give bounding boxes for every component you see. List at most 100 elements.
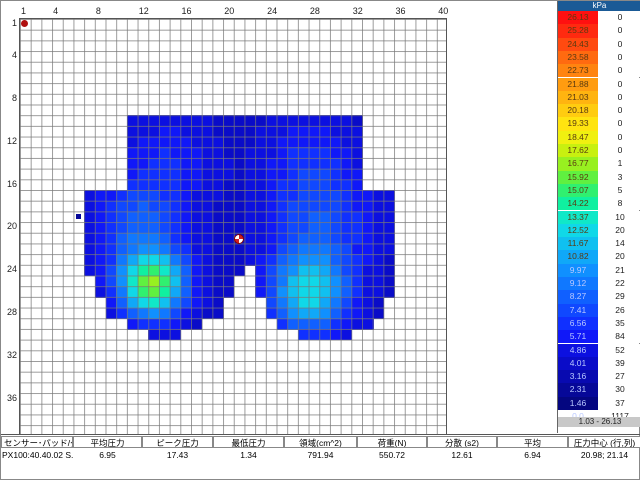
table-cell: 550.72 xyxy=(379,450,405,460)
legend-count: 8 xyxy=(598,197,640,211)
legend-value: 11.67 xyxy=(558,237,598,251)
column-header[interactable]: 平均圧力 xyxy=(73,436,142,448)
legend-row: 4.86 52 xyxy=(558,343,640,357)
legend-value: 4.86 xyxy=(558,343,598,357)
legend-row: 23.58 0 xyxy=(558,50,640,65)
legend-row: 7.41 26 xyxy=(558,303,640,317)
column-header[interactable]: センサー･パッド/グル... xyxy=(1,436,73,448)
legend-count: 29 xyxy=(598,290,640,304)
legend-count: 0 xyxy=(598,64,640,78)
legend-count: 84 xyxy=(598,330,640,344)
legend-value: 1.46 xyxy=(558,396,598,410)
legend-count: 30 xyxy=(598,383,640,397)
legend-count: 0 xyxy=(598,50,640,65)
legend-value: 15.92 xyxy=(558,170,598,184)
center-of-pressure-marker[interactable] xyxy=(234,234,244,244)
legend-count: 20 xyxy=(598,250,640,264)
x-axis-label: 40 xyxy=(438,6,449,16)
pressure-grid[interactable] xyxy=(19,18,447,435)
legend-unit: kPa xyxy=(558,1,640,11)
legend-count: 5 xyxy=(598,183,640,198)
legend-row: 4.01 39 xyxy=(558,356,640,371)
legend-row: 19.33 0 xyxy=(558,117,640,131)
legend-count: 0 xyxy=(598,37,640,51)
legend-value: 18.47 xyxy=(558,130,598,144)
legend-value: 22.73 xyxy=(558,64,598,78)
column-header[interactable]: 領域(cm^2) xyxy=(284,436,357,448)
table-cell: 791.94 xyxy=(307,450,334,460)
legend-row: 24.43 0 xyxy=(558,37,640,51)
column-header[interactable]: ピーク圧力 xyxy=(142,436,213,448)
legend-value: 8.27 xyxy=(558,290,598,304)
y-axis-label: 32 xyxy=(6,349,17,360)
legend-value: 9.12 xyxy=(558,277,598,291)
x-axis-label: 32 xyxy=(352,6,363,16)
legend-count: 0 xyxy=(598,11,640,25)
legend-value: 16.77 xyxy=(558,157,598,171)
table-cell: 1.34 xyxy=(240,450,257,460)
y-axis-label: 20 xyxy=(6,221,17,232)
legend-row: 26.13 0 xyxy=(558,11,640,25)
column-header[interactable]: 圧力中心 (行,列) xyxy=(568,436,640,448)
legend-value: 7.41 xyxy=(558,303,598,317)
table-cell: 6.94 xyxy=(524,450,541,460)
legend-row: 11.67 14 xyxy=(558,237,640,251)
legend-row: 2.31 30 xyxy=(558,383,640,397)
color-legend: kPa 26.13 0 25.28 0 24.43 0 23.58 0 22.73 0 21.88 0… xyxy=(557,1,640,433)
legend-row: 22.73 0 xyxy=(558,64,640,78)
legend-value: 24.43 xyxy=(558,37,598,51)
column-header[interactable]: 分散 (s2) xyxy=(427,436,497,448)
legend-count: 27 xyxy=(598,370,640,384)
x-axis-label: 8 xyxy=(95,6,101,16)
legend-value: 26.13 xyxy=(558,11,598,25)
legend-value: 4.01 xyxy=(558,356,598,371)
legend-value: 25.28 xyxy=(558,24,598,38)
legend-count: 3 xyxy=(598,170,640,184)
legend-value: 17.62 xyxy=(558,144,598,158)
legend-row: 21.03 0 xyxy=(558,90,640,105)
legend-value: 5.71 xyxy=(558,330,598,344)
legend-value: 9.97 xyxy=(558,263,598,277)
legend-row: 21.88 0 xyxy=(558,77,640,91)
legend-count: 22 xyxy=(598,277,640,291)
legend-row: 10.82 20 xyxy=(558,250,640,264)
column-header[interactable]: 最低圧力 xyxy=(213,436,284,448)
legend-count: 37 xyxy=(598,396,640,410)
legend-row: 20.18 0 xyxy=(558,104,640,118)
legend-row: 9.12 22 xyxy=(558,277,640,291)
legend-count: 1 xyxy=(598,157,640,171)
legend-value: 15.07 xyxy=(558,183,598,198)
legend-count: 0 xyxy=(598,130,640,144)
legend-value: 13.37 xyxy=(558,210,598,224)
legend-count: 0 xyxy=(598,144,640,158)
table-cell: 17.43 xyxy=(166,450,189,460)
table-cell: 12.61 xyxy=(451,450,473,460)
column-header[interactable]: 荷重(N) xyxy=(357,436,427,448)
legend-count: 0 xyxy=(598,24,640,38)
legend-value: 21.88 xyxy=(558,77,598,91)
legend-value: 12.52 xyxy=(558,223,598,238)
legend-row: 15.07 5 xyxy=(558,183,640,198)
legend-row: 13.37 10 xyxy=(558,210,640,224)
x-axis-label: 1 xyxy=(21,6,27,16)
grid-lines xyxy=(20,19,446,434)
legend-count: 21 xyxy=(598,263,640,277)
legend-count: 20 xyxy=(598,223,640,238)
x-axis-label: 20 xyxy=(224,6,235,16)
y-axis-label: 8 xyxy=(11,92,17,103)
table-cell: PX100:40.40.02 S... xyxy=(2,450,73,460)
column-header[interactable]: 平均 xyxy=(497,436,568,448)
sensor-origin-marker xyxy=(21,20,28,27)
legend-row: 16.77 1 xyxy=(558,157,640,171)
table-cell: 6.95 xyxy=(99,450,116,460)
legend-row: 8.27 29 xyxy=(558,290,640,304)
legend-count: 14 xyxy=(598,237,640,251)
legend-row: 6.56 35 xyxy=(558,316,640,331)
x-axis-label: 4 xyxy=(53,6,59,16)
pressure-map-panel: 1 4 8 12 16 20 24 28 32 36 40 1 4 8 12 16 20 24 28 32 36 xyxy=(1,1,556,435)
legend-row: 12.52 20 xyxy=(558,223,640,238)
legend-count: 0 xyxy=(598,90,640,105)
x-axis-label: 12 xyxy=(138,6,149,16)
legend-count: 10 xyxy=(598,210,640,224)
legend-row: 1.46 37 xyxy=(558,396,640,410)
